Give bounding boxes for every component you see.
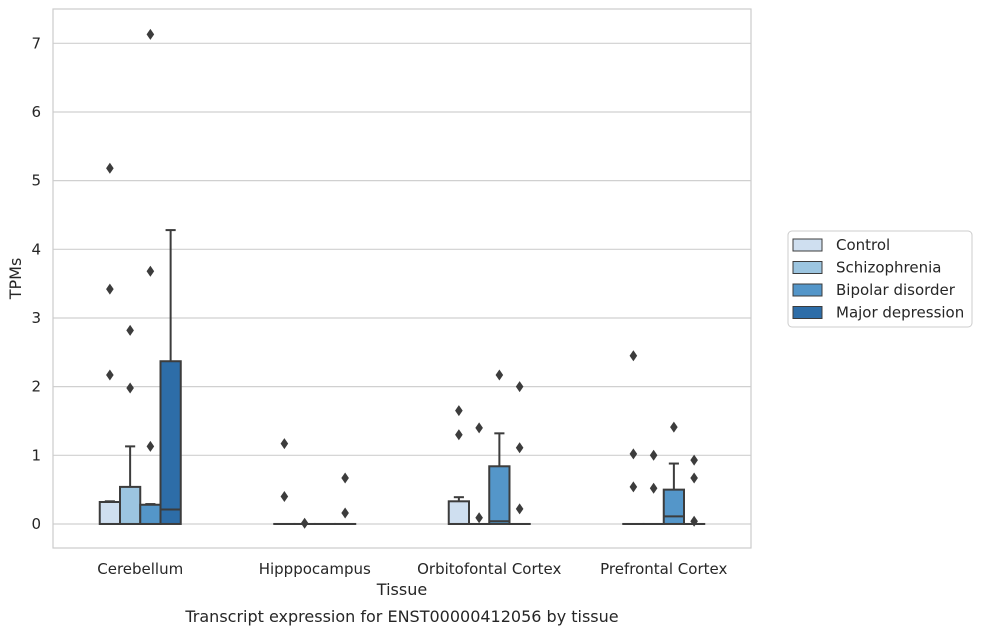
legend-frame [787,230,973,328]
outlier-point [649,482,658,494]
outlier-point [146,440,155,452]
boxes [98,28,706,529]
outlier-point [475,512,483,524]
outlier-point [106,369,114,381]
outlier-point [629,350,638,362]
legend-swatch [792,306,823,319]
x-tick-label: Hipppocampus [259,560,371,578]
box-control [273,438,296,525]
outlier-point [475,422,483,434]
legend-label: Bipolar disorder [836,281,956,299]
outlier-point [106,162,114,174]
y-tick-label: 4 [31,240,41,258]
outlier-point [455,429,463,441]
box-body [447,500,470,525]
outlier-point [495,369,504,381]
outlier-point [280,438,289,450]
y-tick-label: 5 [31,172,41,190]
box-body [119,485,142,525]
x-axis-ticks: Cerebellum Hipppocampus Orbitofontal Corte… [97,560,727,578]
box-bipolar-disorder [139,28,162,525]
y-axis-title: TPMs [6,258,25,301]
outlier-point [341,472,349,484]
outlier-point [126,324,134,336]
outlier-point [106,283,114,295]
outlier-point [629,448,638,460]
x-tick-label: Orbitofontal Cortex [417,560,561,578]
outlier-point [649,449,658,461]
outlier-point [690,515,698,527]
legend-label: Schizophrenia [836,259,941,277]
legend: Control Schizophrenia Bipolar disorder Majo… [787,230,973,328]
y-axis-ticks: 0 1 2 3 4 5 6 7 [31,34,41,533]
box-body [662,488,685,525]
outlier-point [146,265,155,277]
outlier-point [341,507,349,519]
box-control [622,350,645,525]
gridlines [53,42,751,525]
y-tick-label: 1 [31,446,41,464]
box-control [447,405,470,525]
legend-swatch [792,283,823,297]
x-axis-title: Tissue [376,580,427,599]
plot-frame [52,8,752,549]
outlier-point [280,491,289,503]
box-body [159,360,182,525]
outlier-point [515,442,524,454]
box-bipolar-disorder [662,421,685,525]
box-major-depression [683,454,706,527]
legend-label: Control [836,236,890,254]
y-tick-label: 6 [31,103,41,121]
box-major-depression [508,381,531,525]
outlier-point [690,454,698,466]
box-major-depression [334,472,357,525]
outlier-point [146,28,155,40]
box-schizophrenia [642,449,665,525]
outlier-point [629,481,638,493]
box-control [98,162,121,525]
y-tick-label: 2 [31,378,41,396]
y-tick-label: 3 [31,309,41,327]
box-schizophrenia [119,324,142,525]
box-body [98,500,121,525]
outlier-point [515,381,524,393]
outlier-point [690,472,698,484]
y-tick-label: 7 [31,34,41,52]
box-schizophrenia [468,422,491,525]
legend-label: Major depression [836,304,964,322]
outlier-point [670,421,678,433]
x-tick-label: Cerebellum [97,560,183,578]
outlier-point [126,382,134,394]
legend-swatch [792,238,823,252]
box-bipolar-disorder [488,369,511,525]
outlier-point [300,517,309,529]
chart-caption: Transcript expression for ENST0000041205… [184,607,618,626]
outlier-point [515,503,524,515]
legend-swatch [792,261,823,274]
box-major-depression [159,229,182,525]
box-body [139,503,162,525]
y-tick-label: 0 [31,515,41,533]
outlier-point [455,405,463,417]
x-tick-label: Prefrontal Cortex [600,560,727,578]
box-schizophrenia [293,517,316,529]
box-body [488,465,511,525]
